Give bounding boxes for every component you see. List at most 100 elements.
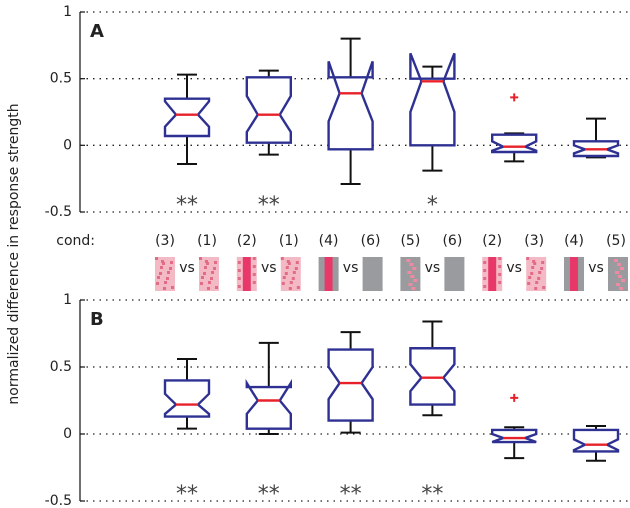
thumbnail-texture [498, 281, 502, 284]
cond-separator: vs [261, 260, 277, 276]
thumbnail-texture [252, 281, 256, 284]
thumbnail-texture [199, 257, 202, 260]
thumbnail-speck [411, 287, 416, 290]
thumbnail-speck [408, 283, 413, 286]
thumbnail-texture [206, 262, 209, 265]
significance: ** [176, 193, 198, 218]
thumbnail-stripe [570, 257, 578, 291]
panel-label: A [90, 21, 104, 42]
y-tick-label: 1 [63, 292, 72, 308]
thumbnail [444, 257, 465, 291]
thumbnail-texture [483, 285, 487, 288]
thumbnail-texture [210, 277, 213, 280]
thumbnail [155, 257, 175, 291]
cond-right: (3) [524, 233, 544, 249]
cond-right: (6) [361, 233, 381, 249]
thumbnail-texture [170, 261, 173, 264]
thumbnail-texture [214, 261, 217, 264]
thumbnail-texture [280, 257, 284, 260]
thumbnail-speck [615, 271, 619, 274]
cond-right: (6) [442, 233, 462, 249]
thumbnail-texture [166, 277, 169, 280]
cond-separator: vs [425, 260, 441, 276]
thumbnail-texture [155, 257, 158, 260]
thumbnail-texture [284, 272, 288, 275]
box [327, 60, 374, 151]
cond-separator: vs [343, 260, 359, 276]
thumbnail-texture [237, 285, 241, 288]
thumbnail-texture [205, 260, 208, 263]
thumbnail-speck [406, 259, 411, 262]
y-tick-label: 0 [63, 137, 72, 153]
thumbnail-texture [528, 276, 532, 279]
thumbnail-texture [533, 262, 537, 265]
thumbnail-texture [207, 287, 210, 290]
thumbnail-speck [617, 263, 621, 266]
thumbnail [280, 257, 301, 291]
y-tick-label: 0.5 [50, 359, 72, 375]
thumbnail-texture [156, 282, 159, 285]
thumbnail-speck [407, 271, 412, 274]
y-tick-label: 0 [63, 426, 72, 442]
cond-label: cond: [56, 233, 95, 249]
cond-left: (3) [155, 233, 175, 249]
thumbnail-texture [538, 271, 542, 274]
thumbnail-texture [213, 267, 216, 270]
thumbnail-texture [295, 261, 299, 264]
thumbnail-texture [203, 272, 206, 275]
significance: * [427, 193, 438, 218]
cond-separator: vs [506, 260, 522, 276]
thumbnail-texture [541, 261, 545, 264]
thumbnail-texture [163, 287, 166, 290]
thumbnail-texture [161, 260, 164, 263]
thumbnail-texture [292, 271, 296, 274]
thumbnail-texture [169, 267, 172, 270]
thumbnail-texture [159, 272, 162, 275]
thumbnail-texture [294, 267, 298, 270]
box [409, 52, 456, 147]
thumbnail-texture [537, 277, 541, 280]
cond-left: (4) [564, 233, 584, 249]
panel-label: B [90, 309, 104, 330]
thumbnail-texture [252, 257, 256, 260]
thumbnail-texture [291, 277, 295, 280]
box [163, 97, 211, 138]
thumbnail-speck [621, 279, 625, 282]
thumbnail-texture [164, 281, 167, 284]
thumbnail-texture [252, 265, 256, 268]
thumbnail-texture [498, 265, 502, 268]
thumbnail-texture [281, 282, 285, 285]
thumbnail-speck [618, 275, 622, 278]
thumbnail-texture [286, 260, 290, 263]
cond-right: (5) [606, 233, 626, 249]
thumbnail-texture [252, 273, 256, 276]
thumbnail-texture [285, 266, 289, 269]
thumbnail [362, 257, 383, 291]
thumbnail-texture [208, 281, 211, 284]
thumbnail-stripe [324, 257, 333, 291]
thumbnail [199, 257, 219, 291]
thumbnail-texture [237, 269, 241, 272]
cond-separator: vs [179, 260, 195, 276]
thumbnail-texture [171, 286, 174, 289]
y-tick-label: 0.5 [50, 71, 72, 87]
thumbnail-texture [167, 271, 170, 274]
thumbnail-stripe [488, 257, 497, 291]
thumbnail-texture [296, 286, 300, 289]
cond-left: (4) [319, 233, 339, 249]
thumbnail-speck [413, 279, 418, 282]
thumbnail-texture [204, 266, 207, 269]
y-tick-label: -0.5 [45, 204, 72, 220]
thumbnail-texture [282, 276, 286, 279]
box [572, 428, 620, 453]
thumbnail-texture [157, 276, 160, 279]
thumbnail-speck [410, 275, 415, 278]
outlier [510, 93, 519, 102]
thumbnail-texture [160, 266, 163, 269]
thumbnail [526, 257, 547, 291]
thumbnail-texture [215, 286, 218, 289]
thumbnail-texture [483, 269, 487, 272]
thumbnail-texture [162, 262, 165, 265]
thumbnail-texture [201, 276, 204, 279]
